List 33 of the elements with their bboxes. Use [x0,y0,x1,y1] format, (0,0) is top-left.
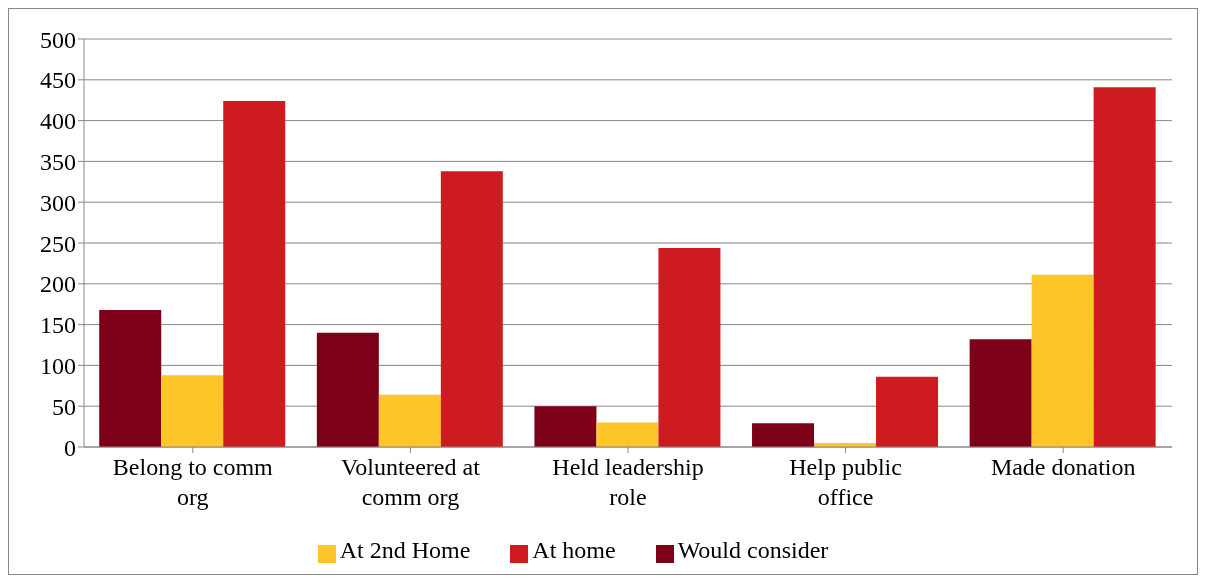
y-tick-label: 250 [40,230,76,257]
bar [440,171,503,447]
bar [876,376,939,447]
bar [1031,274,1094,447]
bar [99,309,162,447]
x-tick-label: Volunteered at comm org [340,454,481,510]
bar [378,394,441,447]
y-tick-label: 0 [64,434,76,461]
y-tick-label: 50 [52,393,76,420]
y-tick-label: 200 [40,271,76,298]
bar [596,422,659,447]
x-tick-label: Made donation [990,454,1136,480]
y-tick-label: 150 [40,312,76,339]
bar [223,101,286,447]
y-tick-label: 100 [40,352,76,379]
x-tick-label: Belong to comm org [112,454,274,510]
bar [969,339,1032,447]
y-tick-label: 450 [40,67,76,94]
y-tick-label: 350 [40,148,76,175]
legend-label: Would consider [677,537,829,563]
legend-label: At 2nd Home [339,537,471,563]
bar [752,423,815,447]
legend-label: At home [532,537,616,563]
bar [534,406,597,447]
x-tick-label: Held leadership role [552,454,704,510]
bar [316,332,379,447]
bar [1093,87,1156,447]
y-tick-label: 500 [40,26,76,53]
x-tick-label: Help public office [789,454,902,510]
bar [658,247,721,447]
bar [161,375,224,447]
y-tick-label: 400 [40,108,76,135]
y-tick-label: 300 [40,189,76,216]
